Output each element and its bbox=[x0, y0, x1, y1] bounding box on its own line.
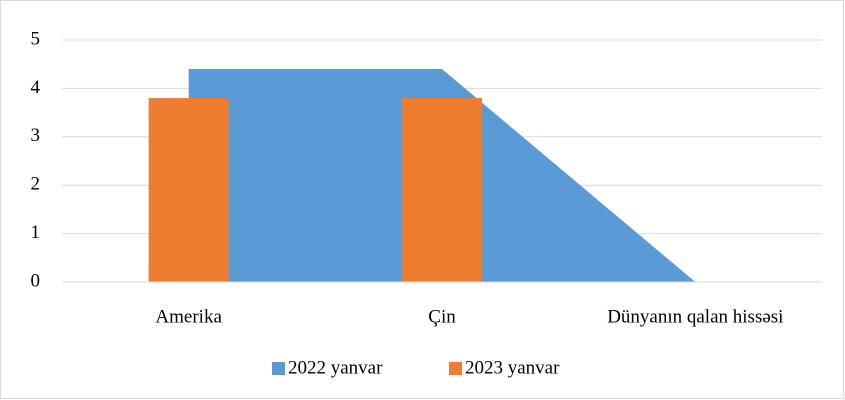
legend-label: 2022 yanvar bbox=[288, 357, 383, 378]
y-tick-label: 3 bbox=[31, 125, 41, 146]
x-tick-label: Amerika bbox=[155, 306, 222, 327]
y-tick-label: 0 bbox=[31, 270, 41, 291]
legend-label: 2023 yanvar bbox=[465, 357, 560, 378]
x-tick-label: Dünyanın qalan hissəsi bbox=[607, 306, 783, 327]
y-tick-label: 5 bbox=[31, 28, 41, 49]
y-tick-label: 2 bbox=[31, 174, 41, 195]
legend-swatch bbox=[272, 362, 285, 375]
legend-swatch bbox=[449, 362, 462, 375]
bar bbox=[402, 98, 482, 282]
bar bbox=[148, 98, 229, 282]
y-tick-label: 1 bbox=[31, 222, 41, 243]
y-tick-label: 4 bbox=[31, 77, 41, 98]
x-tick-label: Çin bbox=[428, 306, 456, 327]
